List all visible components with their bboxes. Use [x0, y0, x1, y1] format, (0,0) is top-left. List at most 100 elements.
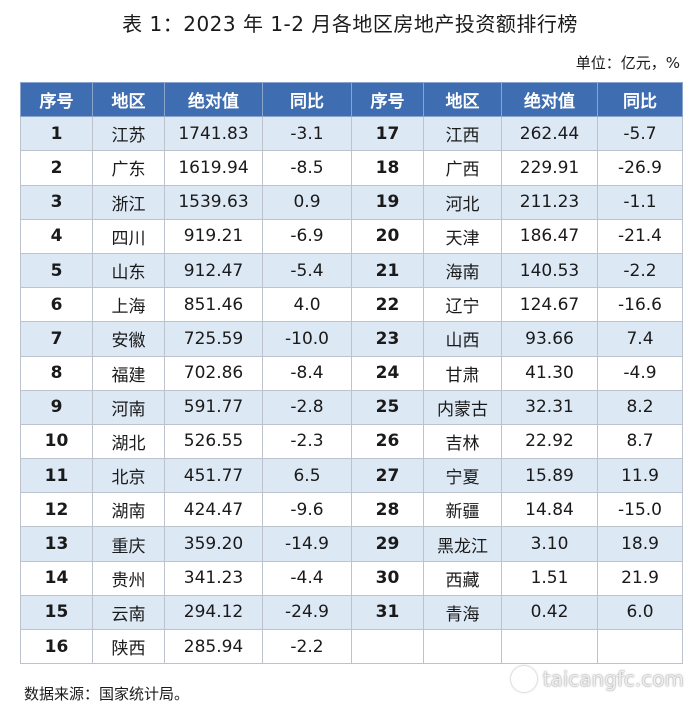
data-source-note: 数据来源：国家统计局。 [24, 685, 190, 703]
table-cell: 1.51 [501, 560, 598, 596]
table-cell: 31 [351, 594, 424, 631]
table-cell: 4.0 [262, 287, 352, 323]
table-body: 1 江苏 1741.83 -3.1 17 江西 262.44 -5.7 2 广东 1619.94 -8… [20, 116, 683, 665]
table-cell: 1 [20, 116, 93, 152]
table-cell: 黑龙江 [423, 526, 502, 562]
table-cell: 21.9 [597, 560, 683, 596]
column-header: 序号 [20, 81, 93, 118]
table-cell: 15.89 [501, 458, 598, 494]
table-cell: 15 [20, 594, 93, 631]
table-cell: 526.55 [164, 423, 263, 460]
table-cell: 6.5 [262, 458, 352, 494]
table-cell: 湖南 [92, 492, 165, 528]
table-cell: 1539.63 [164, 184, 263, 220]
table-cell: -26.9 [597, 150, 683, 186]
table-cell: 591.77 [164, 389, 263, 425]
table-cell: 285.94 [164, 628, 263, 665]
table-cell: 29 [351, 526, 424, 562]
table-cell: 新疆 [423, 492, 502, 528]
table-cell: 重庆 [92, 526, 165, 562]
table-row: 4 四川 919.21 -6.9 20 天津 186.47 -21.4 [20, 218, 683, 254]
table-cell: -8.4 [262, 355, 352, 391]
table-cell: 18.9 [597, 526, 683, 562]
table-cell: 124.67 [501, 287, 598, 323]
table-cell: 5 [20, 252, 93, 289]
table-cell: 江西 [423, 116, 502, 152]
table-cell: 7.4 [597, 321, 683, 357]
table-cell: 内蒙古 [423, 389, 502, 425]
table-cell: 吉林 [423, 423, 502, 460]
table-cell: 19 [351, 184, 424, 220]
table-cell: -4.4 [262, 560, 352, 596]
table-row: 11 北京 451.77 6.5 27 宁夏 15.89 11.9 [20, 458, 683, 494]
table-cell: -2.2 [597, 252, 683, 289]
table-cell: 22.92 [501, 423, 598, 460]
watermark-logo-icon [510, 666, 537, 692]
table-cell: 陕西 [92, 628, 165, 665]
table-cell: 河南 [92, 389, 165, 425]
column-header: 同比 [597, 81, 683, 118]
table-cell: -14.9 [262, 526, 352, 562]
table-cell: 山西 [423, 321, 502, 357]
table-cell: 10 [20, 423, 93, 460]
table-row: 10 湖北 526.55 -2.3 26 吉林 22.92 8.7 [20, 423, 683, 460]
table-cell: 27 [351, 458, 424, 494]
table-cell: 912.47 [164, 252, 263, 289]
table-cell: 湖北 [92, 423, 165, 460]
table-cell: 14 [20, 560, 93, 596]
table-cell: 32.31 [501, 389, 598, 425]
table-cell [423, 628, 502, 665]
table-cell: 11 [20, 458, 93, 494]
table-cell: 青海 [423, 594, 502, 631]
table-cell: 20 [351, 218, 424, 254]
column-header: 地区 [92, 81, 165, 118]
table-cell: 云南 [92, 594, 165, 631]
table-cell: 广西 [423, 150, 502, 186]
table-cell: -9.6 [262, 492, 352, 528]
table-cell: -10.0 [262, 321, 352, 357]
table-cell: 3.10 [501, 526, 598, 562]
table-cell: -6.9 [262, 218, 352, 254]
table-cell: 30 [351, 560, 424, 596]
table-cell: 451.77 [164, 458, 263, 494]
table-cell: 9 [20, 389, 93, 425]
table-row: 8 福建 702.86 -8.4 24 甘肃 41.30 -4.9 [20, 355, 683, 391]
table-cell: 3 [20, 184, 93, 220]
table-cell: 8.2 [597, 389, 683, 425]
table-cell: 341.23 [164, 560, 263, 596]
table-cell: 甘肃 [423, 355, 502, 391]
table-cell: 浙江 [92, 184, 165, 220]
column-header: 绝对值 [164, 81, 263, 118]
table-cell: -15.0 [597, 492, 683, 528]
table-cell: -21.4 [597, 218, 683, 254]
table-cell: 25 [351, 389, 424, 425]
table-cell: -1.1 [597, 184, 683, 220]
table-cell: 宁夏 [423, 458, 502, 494]
table-cell: 广东 [92, 150, 165, 186]
table-title: 表 1：2023 年 1-2 月各地区房地产投资额排行榜 [122, 12, 578, 36]
table-row: 1 江苏 1741.83 -3.1 17 江西 262.44 -5.7 [20, 116, 683, 152]
table-cell: 山东 [92, 252, 165, 289]
table-cell: 41.30 [501, 355, 598, 391]
unit-label: 单位：亿元，% [575, 54, 680, 72]
table-cell: 702.86 [164, 355, 263, 391]
table-cell [351, 628, 424, 665]
table-cell: 93.66 [501, 321, 598, 357]
table-cell: 21 [351, 252, 424, 289]
table-cell: 11.9 [597, 458, 683, 494]
column-header: 绝对值 [501, 81, 598, 118]
table-cell: 725.59 [164, 321, 263, 357]
table-header-row: 序号 地区 绝对值 同比 序号 地区 绝对值 同比 [20, 81, 683, 118]
table-cell: -5.7 [597, 116, 683, 152]
table-cell: 四川 [92, 218, 165, 254]
table-cell: 辽宁 [423, 287, 502, 323]
table-cell: -5.4 [262, 252, 352, 289]
table-cell: 北京 [92, 458, 165, 494]
table-cell: 8 [20, 355, 93, 391]
table-cell: 28 [351, 492, 424, 528]
table-cell: -8.5 [262, 150, 352, 186]
table-cell: 8.7 [597, 423, 683, 460]
table-cell: 16 [20, 628, 93, 665]
table-cell: 919.21 [164, 218, 263, 254]
table-row: 14 贵州 341.23 -4.4 30 西藏 1.51 21.9 [20, 560, 683, 596]
